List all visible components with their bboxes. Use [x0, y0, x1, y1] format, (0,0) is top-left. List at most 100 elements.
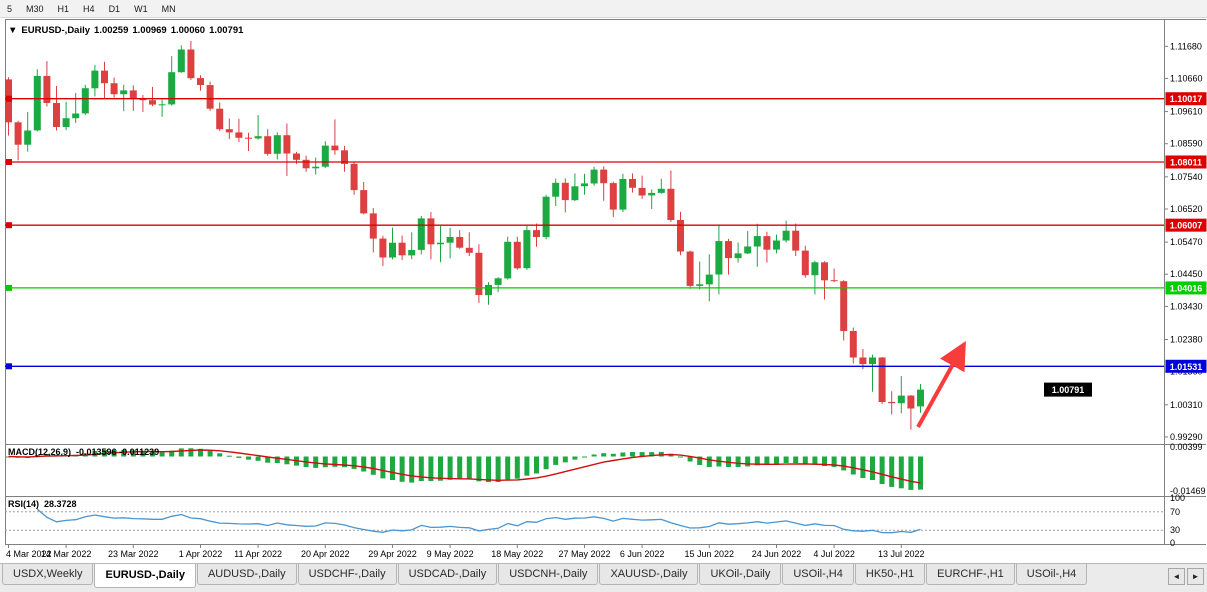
svg-text:18 May 2022: 18 May 2022 — [491, 549, 543, 559]
candle-body — [149, 100, 156, 105]
svg-text:27 May 2022: 27 May 2022 — [558, 549, 610, 559]
svg-text:14 Mar 2022: 14 Mar 2022 — [41, 549, 92, 559]
svg-text:1.00310: 1.00310 — [1170, 400, 1203, 410]
macd-histogram-bar — [534, 456, 539, 474]
axis-price-tag — [1165, 281, 1207, 295]
candle-body — [264, 136, 272, 154]
symbol-tab-hk50-h1[interactable]: HK50-,H1 — [854, 564, 926, 585]
svg-text:1.08590: 1.08590 — [1170, 139, 1203, 149]
svg-text:1 Apr 2022: 1 Apr 2022 — [179, 549, 223, 559]
macd-histogram-bar — [783, 456, 789, 463]
svg-text:11 Apr 2022: 11 Apr 2022 — [234, 549, 282, 559]
svg-text:1.11680: 1.11680 — [1170, 41, 1202, 51]
candle-body — [427, 218, 435, 245]
macd-histogram-bar — [428, 456, 434, 481]
timeframe-button-mn[interactable]: MN — [161, 3, 176, 14]
tabs-scroll-left-button[interactable]: ◄ — [1168, 568, 1185, 585]
candle-body — [456, 237, 464, 248]
chart-canvas[interactable]: 1.11680 1.10660 1.09610 1.08590 1.07540 1.065… — [0, 0, 1207, 563]
timeframe-button-h1[interactable]: H1 — [57, 3, 70, 14]
symbol-tab-ukoil-daily[interactable]: UKOil-,Daily — [699, 564, 782, 585]
timeframe-button-h4[interactable]: H4 — [83, 3, 95, 14]
candle-body — [408, 250, 416, 256]
macd-histogram-bar — [207, 450, 213, 457]
macd-histogram-bar — [582, 456, 587, 458]
macd-histogram-bar — [524, 456, 530, 476]
level-anchor-square — [6, 159, 12, 165]
candle-body — [389, 242, 396, 258]
candle-body — [91, 70, 99, 89]
macd-histogram-bar — [265, 456, 271, 463]
macd-histogram-bar — [447, 456, 453, 480]
candle-body — [24, 130, 32, 145]
symbol-tab-usdcnh-daily[interactable]: USDCNH-,Daily — [498, 564, 599, 585]
svg-text:1.02380: 1.02380 — [1170, 335, 1203, 345]
timeframe-button-5[interactable]: 5 — [7, 3, 13, 14]
candle-body — [120, 90, 128, 95]
macd-histogram-bar — [908, 456, 914, 490]
svg-text:23 Mar 2022: 23 Mar 2022 — [108, 549, 159, 559]
symbol-tab-xauusd-daily[interactable]: XAUUSD-,Daily — [599, 564, 699, 585]
macd-histogram-bar — [255, 456, 261, 461]
candle-body — [254, 136, 262, 139]
macd-histogram-bar — [169, 450, 175, 457]
symbol-tabs: USDX,Weekly EURUSD-,Daily AUDUSD-,Daily USD… — [2, 564, 1163, 592]
tabs-scroll-right-button[interactable]: ► — [1187, 568, 1204, 585]
candle-body — [513, 241, 521, 269]
candle-body — [33, 75, 41, 131]
macd-histogram-bar — [198, 448, 203, 457]
candle-body — [859, 357, 867, 365]
candle-body — [101, 70, 108, 84]
tab-scroll-buttons: ◄ ► — [1168, 568, 1204, 585]
timeframe-button-d1[interactable]: D1 — [108, 3, 121, 14]
candle-body — [782, 230, 790, 241]
svg-text:70: 70 — [1170, 507, 1180, 517]
trend-arrow-annotation[interactable] — [916, 341, 966, 428]
ohlc-low: 1.00060 — [170, 25, 206, 36]
candle-body — [360, 190, 368, 214]
candle-body — [677, 220, 684, 252]
candle-body — [369, 213, 377, 239]
horizontal-levels[interactable] — [5, 95, 1164, 370]
candle-body — [705, 274, 713, 285]
macd-histogram-bar — [620, 452, 626, 457]
svg-text:1.04016: 1.04016 — [1170, 283, 1203, 293]
candle-body — [437, 242, 444, 245]
timeframe-button-w1[interactable]: W1 — [134, 3, 148, 14]
candle-body — [216, 108, 224, 130]
svg-text:0: 0 — [1170, 538, 1175, 548]
macd-histogram-bar — [697, 456, 703, 465]
macd-histogram-bar — [572, 456, 578, 460]
symbol-tab-usoil-h4[interactable]: USOil-,H4 — [1015, 564, 1088, 585]
timeframe-button-m30[interactable]: M30 — [26, 3, 44, 14]
macd-histogram-bar — [188, 448, 194, 457]
symbol-tab-usdcad-daily[interactable]: USDCAD-,Daily — [397, 564, 498, 585]
macd-histogram-bar — [438, 456, 443, 481]
macd-signal-line — [8, 449, 921, 484]
candle-body — [581, 183, 588, 187]
axis-price-tag — [1165, 155, 1207, 169]
macd-histogram-bar — [409, 456, 415, 483]
macd-histogram-bar — [44, 454, 50, 457]
candle-body — [734, 253, 742, 259]
candle-body — [753, 236, 761, 247]
macd-histogram-bar — [793, 456, 799, 464]
macd-histogram-bar — [870, 456, 875, 480]
symbol-tab-audusd-daily[interactable]: AUDUSD-,Daily — [196, 564, 297, 585]
candle-body — [53, 103, 60, 127]
candle-body — [763, 236, 771, 250]
macd-histogram-bar — [879, 456, 885, 484]
macd-histogram-bar — [514, 456, 520, 479]
candle-body — [696, 284, 704, 286]
symbol-tab-eurchf-h1[interactable]: EURCHF-,H1 — [926, 564, 1015, 585]
candle-body — [801, 250, 809, 276]
svg-text:20 Apr 2022: 20 Apr 2022 — [301, 549, 350, 559]
macd-values: -0.013596 -0.011239 — [76, 447, 160, 457]
symbol-tab-usdx-weekly[interactable]: USDX,Weekly — [2, 564, 94, 585]
symbol-tab-eurusd-daily[interactable]: EURUSD-,Daily — [94, 564, 196, 588]
symbol-tab-usdchf-daily[interactable]: USDCHF-,Daily — [297, 564, 397, 585]
candle-body — [235, 132, 243, 138]
candle-body — [177, 49, 185, 73]
symbol-tab-usoil-h4[interactable]: USOil-,H4 — [782, 564, 854, 585]
